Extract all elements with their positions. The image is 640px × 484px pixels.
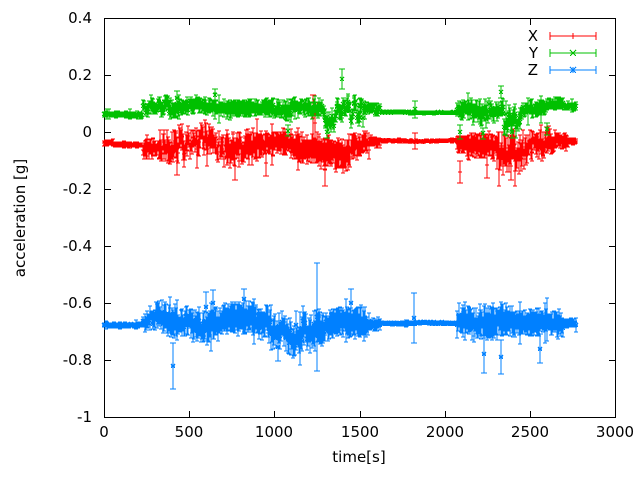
x-tick-label: 0 bbox=[99, 423, 109, 441]
series-Z-markers bbox=[101, 296, 579, 369]
series-Y-markers bbox=[101, 76, 579, 136]
y-tick-label: -0.4 bbox=[63, 237, 92, 255]
x-tick-label: 3000 bbox=[596, 423, 634, 441]
x-tick-label: 500 bbox=[175, 423, 204, 441]
legend-label-X: X bbox=[528, 27, 538, 45]
y-tick-label: -1 bbox=[77, 408, 92, 426]
axis-ticks bbox=[104, 18, 616, 418]
legend-sample-Z bbox=[549, 66, 597, 74]
y-tick-label: 0.4 bbox=[68, 9, 92, 27]
x-tick-label: 1000 bbox=[255, 423, 293, 441]
plot-border bbox=[104, 18, 616, 418]
y-tick-label: -0.8 bbox=[63, 351, 92, 369]
y-tick-label: -0.6 bbox=[63, 294, 92, 312]
y-tick-label: -0.2 bbox=[63, 180, 92, 198]
legend: XYZ bbox=[528, 27, 597, 79]
y-tick-label: 0.2 bbox=[68, 66, 92, 84]
legend-label-Y: Y bbox=[528, 44, 539, 62]
x-tick-label: 2000 bbox=[426, 423, 464, 441]
y-axis-label: acceleration [g] bbox=[11, 159, 29, 277]
x-tick-label: 2500 bbox=[511, 423, 549, 441]
series-X-markers bbox=[102, 116, 578, 174]
legend-label-Z: Z bbox=[528, 61, 538, 79]
series-layer bbox=[101, 68, 579, 390]
legend-sample-X bbox=[549, 32, 597, 40]
x-axis-label: time[s] bbox=[332, 448, 385, 466]
y-tick-label: 0 bbox=[82, 123, 92, 141]
x-tick-label: 1500 bbox=[341, 423, 379, 441]
axes-layer: 0 500 1000 1500 2000 2500 3000 0.4 0.2 0 -0.2 -0.4 -… bbox=[63, 9, 634, 441]
legend-sample-Y bbox=[549, 49, 597, 57]
